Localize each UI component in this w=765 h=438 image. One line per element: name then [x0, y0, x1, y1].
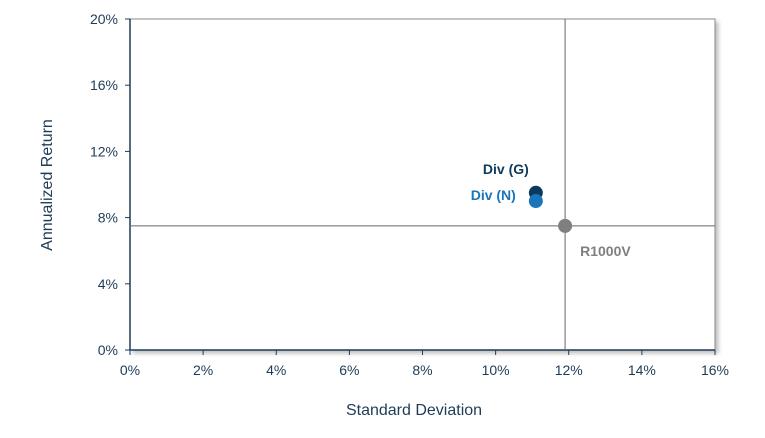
plot-area: [129, 18, 716, 351]
y-tick-label: 4%: [98, 276, 118, 292]
x-tick-label: 4%: [266, 362, 286, 378]
y-tick-label: 8%: [98, 210, 118, 226]
point-label-div-n: Div (N): [471, 187, 516, 203]
x-tick-label: 2%: [193, 362, 213, 378]
x-tick-label: 6%: [339, 362, 359, 378]
y-tick-label: 12%: [90, 143, 118, 159]
y-axis-title: Annualized Return: [39, 119, 56, 251]
y-tick-label: 20%: [90, 11, 118, 27]
x-tick-label: 14%: [628, 362, 656, 378]
x-tick-label: 12%: [555, 362, 583, 378]
x-axis-title: Standard Deviation: [346, 402, 482, 419]
x-axis-ticks: 0% 2% 4% 6% 8% 10% 12% 14% 16%: [120, 350, 729, 378]
point-label-r1000v: R1000V: [580, 243, 631, 259]
point-r1000v: [558, 218, 573, 233]
x-tick-label: 10%: [482, 362, 510, 378]
point-div-n: [528, 194, 543, 209]
x-tick-label: 0%: [120, 362, 140, 378]
x-tick-label: 8%: [412, 362, 432, 378]
y-axis-ticks: 0% 4% 8% 12% 16% 20%: [90, 11, 130, 358]
data-points: Div (G) Div (N) R1000V: [471, 161, 632, 259]
x-tick-label: 16%: [701, 362, 729, 378]
y-tick-label: 0%: [98, 342, 118, 358]
point-label-div-g: Div (G): [483, 161, 529, 177]
y-tick-label: 16%: [90, 77, 118, 93]
